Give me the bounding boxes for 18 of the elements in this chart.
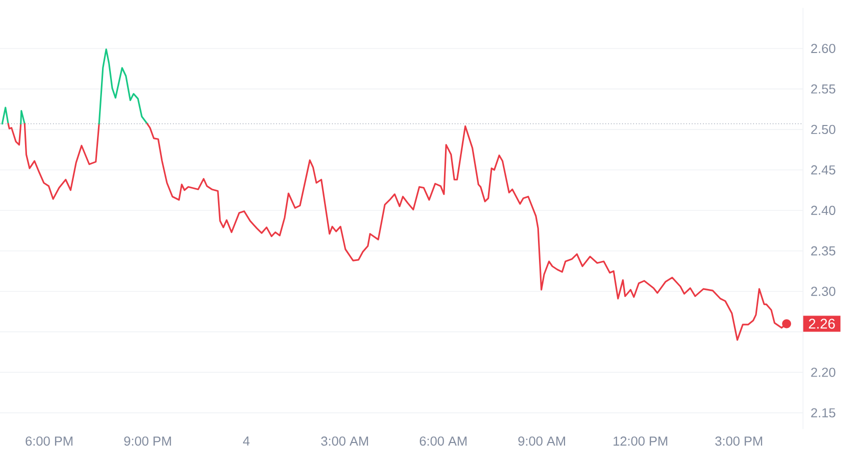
- y-tick-label: 2.50: [811, 124, 836, 134]
- x-tick-label: 6:00 PM: [26, 436, 72, 446]
- y-tick-label: 2.45: [811, 165, 836, 175]
- x-tick-label: 9:00 PM: [124, 436, 171, 446]
- y-tick-label: 2.35: [811, 246, 836, 256]
- y-tick-label: 2.30: [811, 286, 836, 296]
- y-tick-label: 2.60: [811, 44, 836, 54]
- y-tick-label: 2.55: [811, 84, 836, 94]
- x-tick-label: 9:00 AM: [518, 436, 566, 446]
- x-tick-label: 12:00 PM: [614, 436, 668, 446]
- y-tick-label: 2.20: [811, 368, 836, 377]
- x-tick-label: 6:00 AM: [420, 436, 467, 446]
- y-tick-label: 2.40: [811, 206, 836, 215]
- annotation: 2.26: [808, 318, 835, 329]
- y-tick-label: 2.15: [811, 408, 836, 418]
- x-tick-label: 3:00 AM: [321, 436, 368, 446]
- x-tick-label: 4: [243, 436, 250, 446]
- x-tick-label: 3:00 PM: [715, 436, 762, 446]
